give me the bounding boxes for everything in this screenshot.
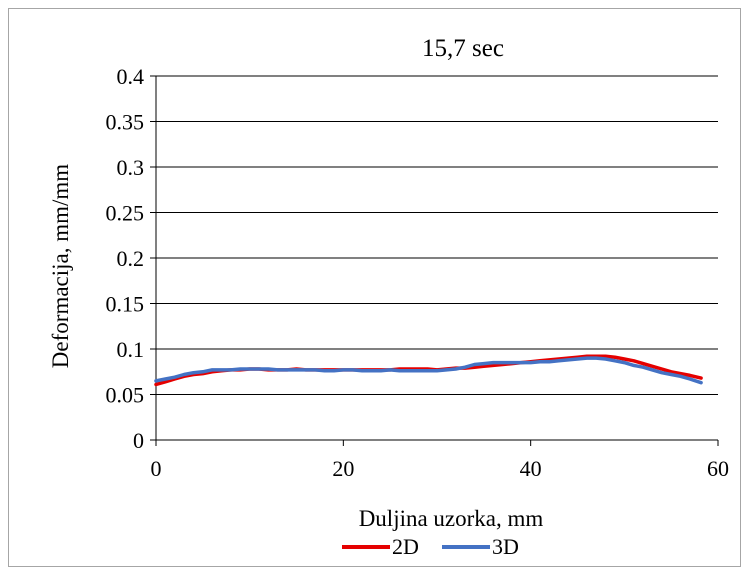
y-tick-label: 0.4 xyxy=(117,64,145,89)
x-tick-label: 40 xyxy=(520,456,542,481)
y-tick-label: 0.3 xyxy=(117,155,145,180)
legend-label-3d: 3D xyxy=(492,534,519,559)
x-tick-labels: 0 20 40 60 xyxy=(151,456,730,481)
y-tick-labels: 0 0.05 0.1 0.15 0.2 0.25 0.3 0.35 0.4 xyxy=(106,64,145,453)
y-tick-label: 0.35 xyxy=(106,110,145,135)
x-tick-label: 0 xyxy=(151,456,162,481)
axes xyxy=(150,75,719,446)
y-tick-label: 0.2 xyxy=(117,246,145,271)
y-tick-label: 0.15 xyxy=(106,292,145,317)
x-tick-label: 60 xyxy=(707,456,729,481)
gridlines xyxy=(156,75,718,395)
y-tick-label: 0.1 xyxy=(117,337,145,362)
y-tick-label: 0.05 xyxy=(106,383,145,408)
legend: 2D 3D xyxy=(342,534,519,559)
y-tick-label: 0 xyxy=(133,428,144,453)
plot-series xyxy=(154,354,703,387)
x-axis-label: Duljina uzorka, mm xyxy=(359,506,544,531)
y-tick-label: 0.25 xyxy=(106,201,145,226)
x-tick-label: 20 xyxy=(332,456,354,481)
y-axis-label: Deformacija, mm/mm xyxy=(48,164,73,368)
chart-canvas: 15,7 sec 0 0.05 0.1 0.15 0.2 0.25 0.3 0.35 0.4 0… xyxy=(48,35,730,559)
series-line-3d xyxy=(154,356,703,385)
legend-label-2d: 2D xyxy=(392,534,419,559)
chart-title: 15,7 sec xyxy=(422,35,504,62)
chart-frame: 15,7 sec 0 0.05 0.1 0.15 0.2 0.25 0.3 0.35 0.4 0… xyxy=(8,8,741,567)
